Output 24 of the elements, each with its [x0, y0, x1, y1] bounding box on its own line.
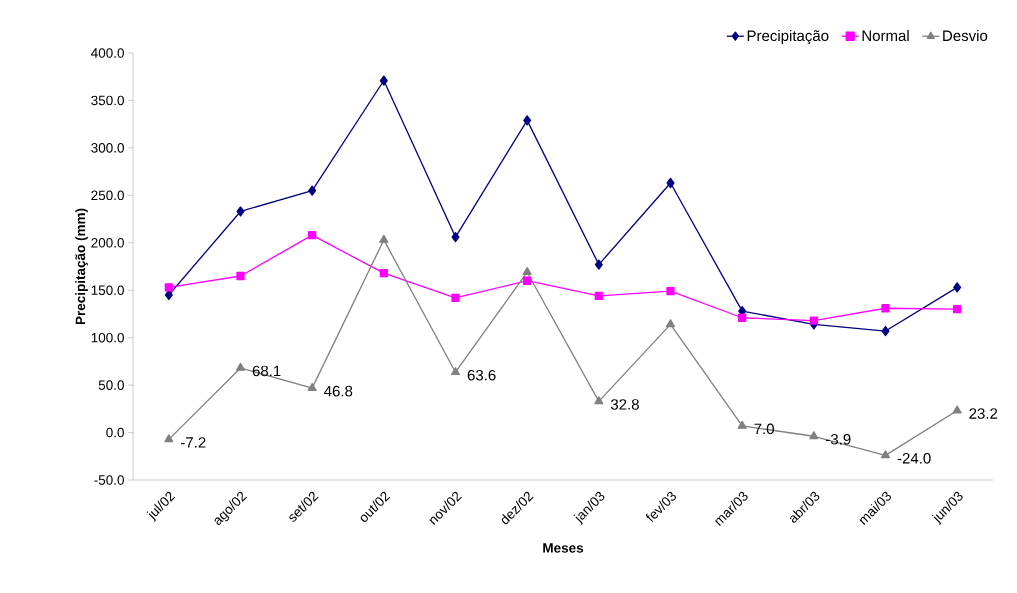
data-label: 63.6: [467, 369, 496, 381]
x-axis-title: Meses: [543, 543, 584, 553]
data-label: 68.1: [252, 365, 281, 377]
y-axis-title: Precipitação (mm): [75, 208, 88, 325]
y-tick-label: 150.0: [91, 285, 124, 295]
legend-label: Desvio: [943, 30, 988, 42]
y-tick-label: 350.0: [91, 95, 124, 106]
y-tick-label: 200.0: [91, 238, 124, 248]
data-label: 46.8: [324, 385, 353, 397]
y-tick-label: 0.0: [106, 427, 124, 438]
data-label: 32.8: [610, 399, 639, 410]
data-label: 7.0: [754, 423, 774, 435]
y-tick-label: 300.0: [91, 143, 124, 153]
y-tick-label: 400.0: [91, 48, 124, 58]
data-label: -7.2: [181, 437, 206, 448]
legend-label: Precipitação: [747, 30, 829, 45]
data-label: -3.9: [826, 433, 851, 445]
y-tick-label: 100.0: [91, 332, 124, 343]
y-tick-label: -50.0: [94, 475, 124, 485]
data-label: -24.0: [897, 453, 931, 464]
y-tick-label: 250.0: [91, 190, 124, 201]
y-tick-label: 50.0: [98, 380, 124, 390]
data-label: 23.2: [969, 408, 998, 419]
legend-label: Normal: [862, 30, 909, 42]
